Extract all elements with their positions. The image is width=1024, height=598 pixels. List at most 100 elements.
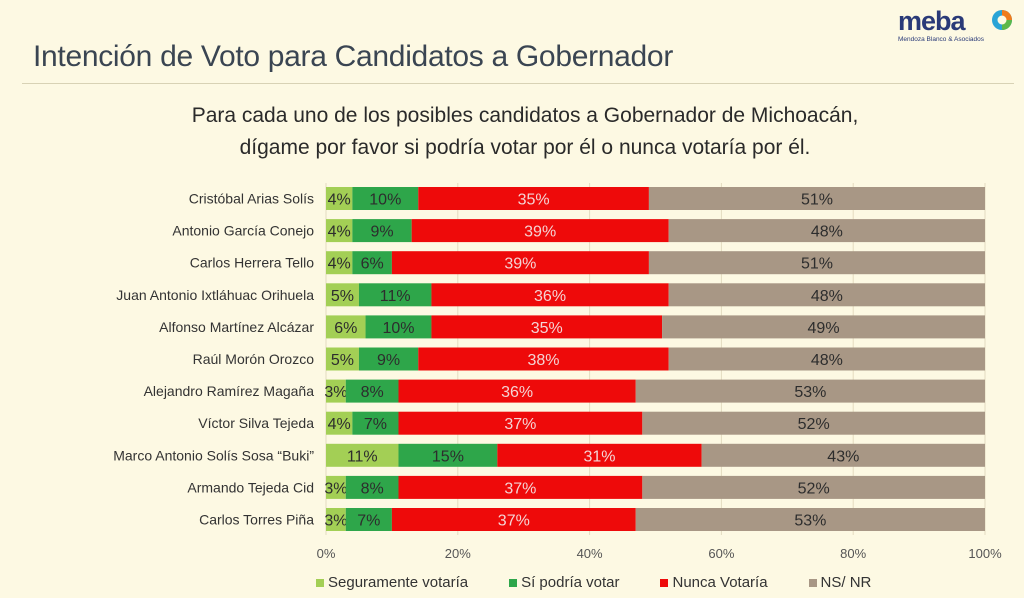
data-label: 5% bbox=[331, 288, 354, 305]
bar-segment bbox=[352, 219, 412, 243]
category-label: Carlos Torres Piña bbox=[199, 512, 314, 528]
data-label: 52% bbox=[798, 416, 830, 433]
data-label: 4% bbox=[328, 224, 351, 241]
bar-segment bbox=[365, 315, 432, 339]
data-label: 43% bbox=[827, 448, 859, 465]
data-label: 35% bbox=[518, 192, 550, 209]
title-divider bbox=[22, 83, 1014, 84]
category-label: Armando Tejeda Cid bbox=[187, 479, 314, 495]
data-label: 3% bbox=[324, 480, 347, 497]
question-text: Para cada uno de los posibles candidatos… bbox=[0, 100, 1024, 164]
bar-segment bbox=[648, 251, 985, 275]
legend-item: Sí podría votar bbox=[509, 574, 619, 591]
data-label: 37% bbox=[498, 513, 530, 530]
data-label: 8% bbox=[361, 384, 384, 401]
legend-label: Sí podría votar bbox=[521, 574, 620, 591]
bar-segment bbox=[662, 315, 985, 339]
bar-segment bbox=[398, 379, 636, 403]
legend-label: NS/ NR bbox=[820, 574, 872, 591]
x-tick-label: 100% bbox=[968, 546, 1002, 561]
bar-segment bbox=[358, 283, 432, 307]
legend-swatch bbox=[660, 578, 669, 587]
bar-segment bbox=[431, 315, 663, 339]
bar-segment bbox=[411, 219, 669, 243]
bar-segment bbox=[668, 347, 985, 371]
x-tick-label: 60% bbox=[708, 546, 734, 561]
x-tick-label: 20% bbox=[445, 546, 471, 561]
data-label: 38% bbox=[527, 352, 559, 369]
data-label: 36% bbox=[501, 384, 533, 401]
data-label: 7% bbox=[357, 513, 380, 530]
bar-segment bbox=[358, 347, 419, 371]
data-label: 11% bbox=[380, 288, 411, 305]
legend-swatch bbox=[316, 578, 324, 587]
data-label: 6% bbox=[334, 320, 357, 337]
bar-segment bbox=[648, 187, 985, 210]
data-label: 4% bbox=[328, 256, 351, 273]
legend-item: Seguramente votaría bbox=[316, 574, 468, 591]
category-label: Cristóbal Arias Solís bbox=[189, 191, 314, 207]
data-label: 37% bbox=[504, 416, 536, 433]
bar-segment bbox=[352, 411, 399, 435]
category-label: Carlos Herrera Tello bbox=[190, 255, 314, 271]
data-label: 39% bbox=[504, 256, 536, 273]
data-label: 9% bbox=[377, 352, 400, 369]
data-label: 4% bbox=[328, 416, 351, 433]
data-label: 39% bbox=[524, 224, 556, 241]
data-label: 48% bbox=[811, 288, 843, 305]
category-label: Antonio García Conejo bbox=[172, 223, 314, 239]
category-label: Alfonso Martínez Alcázar bbox=[159, 319, 314, 335]
data-label: 48% bbox=[811, 352, 843, 369]
bar-segment bbox=[391, 508, 636, 531]
bar-segment bbox=[668, 283, 985, 307]
x-tick-label: 40% bbox=[577, 546, 603, 561]
bar-segment bbox=[431, 283, 669, 307]
legend-swatch bbox=[509, 578, 518, 587]
legend-item: NS/ NR bbox=[808, 574, 872, 591]
bar-segment bbox=[497, 443, 702, 467]
bar-segment bbox=[326, 475, 346, 499]
bar-segment bbox=[326, 347, 359, 371]
data-label: 52% bbox=[798, 480, 830, 497]
logo-tagline: Mendoza Blanco & Asociados bbox=[898, 36, 984, 43]
data-label: 36% bbox=[534, 288, 566, 305]
x-tick-label: 80% bbox=[840, 546, 866, 561]
data-label: 53% bbox=[794, 513, 826, 530]
bar-segment bbox=[668, 219, 985, 243]
category-label: Víctor Silva Tejeda bbox=[198, 415, 314, 431]
bar-segment bbox=[326, 283, 359, 307]
bar-segment bbox=[398, 411, 643, 435]
bar-segment bbox=[635, 508, 985, 531]
data-label: 3% bbox=[324, 384, 347, 401]
bar-segment bbox=[352, 187, 419, 210]
bar-segment bbox=[635, 379, 985, 403]
logo-wordmark: meba bbox=[898, 6, 966, 36]
data-label: 53% bbox=[794, 384, 826, 401]
legend-swatch bbox=[808, 578, 817, 587]
data-label: 35% bbox=[531, 320, 563, 337]
data-label: 49% bbox=[808, 320, 840, 337]
question-line-1: Para cada uno de los posibles candidatos… bbox=[191, 104, 859, 127]
bar-segment bbox=[398, 443, 498, 467]
data-label: 51% bbox=[801, 192, 833, 209]
category-label: Marco Antonio Solís Sosa “Buki” bbox=[113, 447, 314, 463]
data-label: 10% bbox=[369, 192, 401, 209]
question-line-2: dígame por favor si podría votar por él … bbox=[239, 136, 811, 159]
bar-segment bbox=[326, 251, 353, 275]
bar-segment bbox=[326, 508, 346, 531]
category-label: Alejandro Ramírez Magaña bbox=[144, 383, 315, 399]
bar-segment bbox=[326, 315, 366, 339]
data-label: 11% bbox=[347, 448, 378, 465]
data-label: 8% bbox=[361, 480, 384, 497]
bar-segment bbox=[642, 411, 985, 435]
x-tick-label: 0% bbox=[317, 546, 336, 561]
data-label: 15% bbox=[432, 448, 464, 465]
logo: meba Mendoza Blanco & Asociados bbox=[898, 6, 1018, 46]
data-label: 37% bbox=[504, 480, 536, 497]
data-label: 3% bbox=[324, 513, 347, 530]
bar-segment bbox=[642, 475, 985, 499]
bar-segment bbox=[418, 347, 669, 371]
bar-segment bbox=[326, 411, 353, 435]
data-label: 4% bbox=[328, 192, 351, 209]
data-label: 51% bbox=[801, 256, 833, 273]
